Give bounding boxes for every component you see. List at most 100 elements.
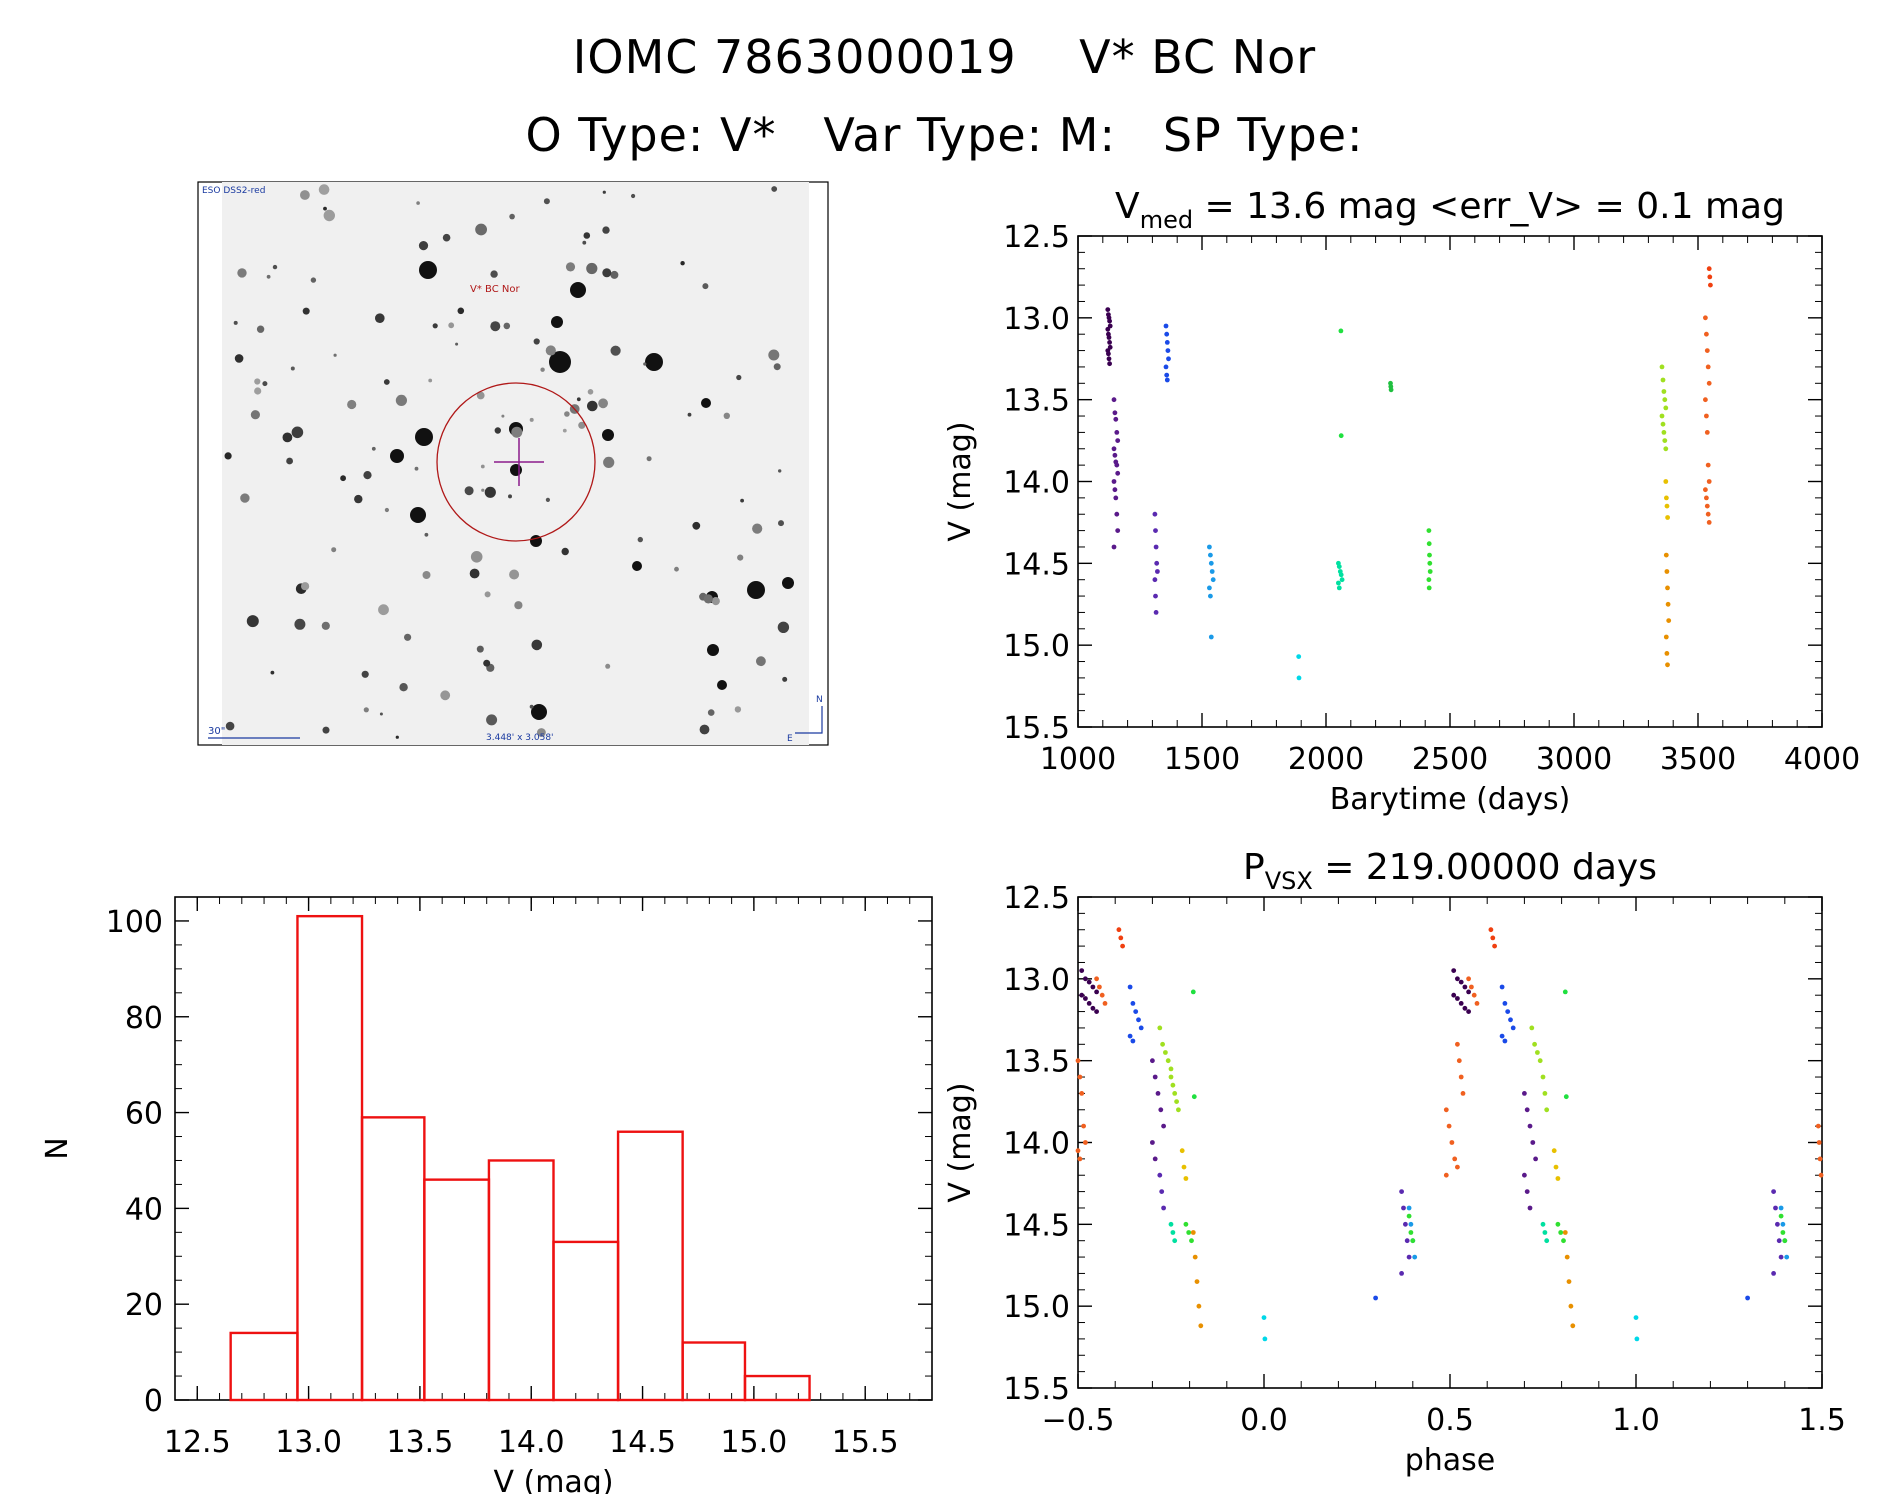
star [480, 464, 485, 469]
data-point [1566, 1279, 1572, 1284]
data-point [1663, 479, 1669, 484]
data-point [1527, 1123, 1533, 1129]
data-point [1542, 1230, 1548, 1235]
data-point [1099, 992, 1105, 998]
y-tick-label: 12.5 [1003, 881, 1070, 916]
data-point [1527, 1205, 1533, 1211]
histogram-bar [296, 914, 364, 1402]
data-point [1339, 577, 1345, 583]
star [290, 366, 295, 371]
data-point [1192, 1254, 1198, 1260]
data-point [1153, 593, 1158, 599]
data-point [1466, 976, 1471, 982]
y-tick-label: 100 [106, 905, 163, 940]
star [333, 353, 337, 357]
data-point [1161, 1205, 1166, 1211]
data-point [1373, 1295, 1378, 1301]
data-point [1663, 405, 1669, 411]
star [587, 389, 594, 395]
data-point [1462, 1005, 1468, 1011]
data-point [1426, 541, 1432, 547]
star [582, 240, 587, 245]
star [631, 193, 636, 199]
data-point [1426, 577, 1432, 583]
data-point [1086, 979, 1092, 985]
star [379, 712, 383, 716]
data-point [1083, 976, 1088, 982]
star [424, 532, 429, 537]
star [605, 663, 611, 669]
data-point [1107, 323, 1113, 329]
y-tick-label: 13.5 [1003, 1045, 1070, 1080]
data-point [1106, 356, 1112, 362]
histogram-bar [616, 1130, 684, 1402]
chart-title: PVSX = 219.00000 days [1243, 847, 1657, 895]
data-point [1466, 989, 1471, 995]
data-point [1153, 528, 1158, 533]
data-point [1443, 1107, 1449, 1113]
data-point [1665, 662, 1670, 668]
data-point [1563, 1094, 1569, 1100]
star [318, 184, 330, 195]
y-tick-label: 80 [125, 1001, 163, 1036]
data-point [1338, 328, 1344, 334]
data-point [1152, 511, 1158, 517]
data-point [1533, 1156, 1538, 1162]
x-axis-label: V (mag) [493, 1465, 613, 1494]
data-point [1111, 397, 1117, 403]
data-point [1540, 1221, 1546, 1227]
star [782, 676, 788, 682]
data-point [1183, 1176, 1189, 1181]
data-point [1079, 1091, 1085, 1096]
data-point [1388, 387, 1394, 393]
star [282, 432, 293, 443]
star [583, 232, 591, 239]
star [510, 464, 522, 476]
data-point [1097, 984, 1102, 990]
star [418, 241, 429, 251]
data-point [1703, 397, 1708, 403]
star [262, 381, 268, 387]
data-point [1773, 1205, 1778, 1211]
data-point [1081, 1123, 1086, 1129]
data-point [1705, 462, 1711, 468]
data-point [1166, 356, 1171, 362]
x-tick-label: 1500 [1164, 742, 1240, 777]
data-point [1455, 1041, 1460, 1047]
data-point [1105, 326, 1111, 332]
data-point [1704, 413, 1709, 419]
data-point [1530, 1140, 1536, 1145]
star [240, 493, 250, 503]
star [702, 283, 709, 290]
data-point [1075, 1058, 1081, 1064]
star [545, 345, 556, 356]
data-point [1159, 1189, 1165, 1194]
star [531, 639, 543, 651]
data-point [1186, 1230, 1192, 1235]
y-tick-label: 12.5 [1003, 220, 1070, 255]
data-point [1165, 348, 1171, 353]
data-point [1408, 1230, 1414, 1235]
data-point [1452, 1156, 1458, 1162]
y-tick-label: 13.0 [1003, 963, 1070, 998]
data-point [1426, 528, 1432, 533]
star [375, 313, 385, 324]
star [266, 274, 271, 279]
data-point [1106, 335, 1112, 340]
star [490, 270, 498, 278]
data-point [1818, 1172, 1824, 1178]
data-point [1086, 1001, 1092, 1006]
data-point [1458, 1074, 1464, 1080]
data-point [1562, 1230, 1568, 1235]
data-point [1194, 1279, 1200, 1284]
y-tick-label: 13.0 [1003, 302, 1070, 337]
data-point [1664, 651, 1670, 656]
star [773, 363, 781, 371]
data-point [1410, 1238, 1416, 1244]
x-tick-label: 1000 [1040, 742, 1116, 777]
data-point [1170, 1082, 1176, 1088]
star [250, 410, 260, 420]
data-point [1111, 479, 1117, 484]
y-tick-label: 20 [125, 1288, 163, 1323]
data-point [1113, 416, 1119, 422]
